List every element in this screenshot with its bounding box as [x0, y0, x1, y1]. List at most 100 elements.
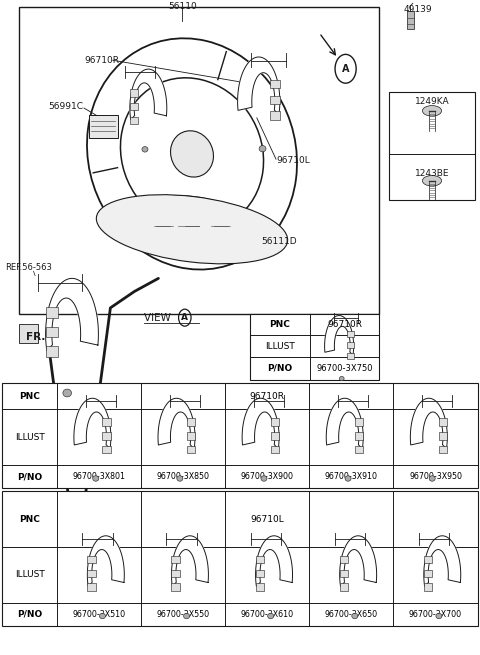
Text: 96700-3X950: 96700-3X950: [409, 472, 462, 481]
Bar: [255, 556, 264, 563]
Ellipse shape: [142, 147, 148, 152]
Polygon shape: [74, 398, 111, 449]
Bar: [355, 419, 363, 426]
Bar: [87, 584, 96, 591]
Bar: [255, 570, 264, 577]
Bar: [187, 446, 195, 453]
Polygon shape: [340, 536, 377, 586]
Text: 96700-3X550: 96700-3X550: [156, 610, 210, 618]
Text: 96700-3X900: 96700-3X900: [241, 472, 294, 481]
Polygon shape: [255, 536, 292, 586]
Text: 96700-3X910: 96700-3X910: [325, 472, 378, 481]
Polygon shape: [46, 278, 98, 350]
Ellipse shape: [352, 613, 358, 619]
Polygon shape: [326, 398, 363, 449]
Bar: [130, 89, 138, 97]
Bar: [347, 342, 354, 348]
Text: PNC: PNC: [269, 320, 290, 329]
Text: 96700-3X700: 96700-3X700: [409, 610, 462, 618]
Bar: [271, 446, 279, 453]
Bar: [355, 432, 363, 440]
Ellipse shape: [261, 476, 267, 481]
Ellipse shape: [268, 613, 274, 619]
Bar: [424, 570, 432, 577]
Bar: [347, 331, 354, 337]
Text: A: A: [342, 64, 349, 74]
Text: 96700-3X610: 96700-3X610: [241, 610, 294, 618]
Ellipse shape: [63, 389, 72, 397]
Bar: [340, 584, 348, 591]
Bar: [171, 584, 180, 591]
Bar: [89, 115, 118, 138]
Text: 56111D: 56111D: [262, 236, 297, 246]
Bar: [19, 7, 379, 314]
Bar: [424, 584, 432, 591]
Bar: [2, 491, 478, 626]
Ellipse shape: [183, 613, 190, 619]
Bar: [270, 96, 280, 104]
Bar: [439, 446, 447, 453]
Ellipse shape: [170, 131, 214, 177]
Text: PNC: PNC: [19, 392, 40, 401]
Text: 96710R: 96710R: [327, 320, 362, 329]
Bar: [347, 353, 354, 359]
Bar: [340, 570, 348, 577]
Ellipse shape: [429, 476, 435, 481]
Text: 96700-3X801: 96700-3X801: [72, 472, 126, 481]
Polygon shape: [130, 69, 167, 120]
Polygon shape: [242, 398, 279, 449]
Text: A: A: [181, 313, 188, 322]
Ellipse shape: [99, 613, 106, 619]
Bar: [271, 432, 279, 440]
Polygon shape: [410, 398, 447, 449]
Bar: [407, 11, 414, 29]
Bar: [2, 383, 478, 488]
Bar: [389, 92, 475, 200]
Text: 96710R: 96710R: [250, 392, 285, 401]
Bar: [102, 432, 111, 440]
Bar: [271, 419, 279, 426]
Text: 96710L: 96710L: [276, 156, 310, 165]
Text: P/NO: P/NO: [267, 364, 292, 373]
Ellipse shape: [96, 195, 288, 264]
Text: P/NO: P/NO: [17, 472, 42, 481]
Bar: [130, 117, 138, 124]
Text: 96710R: 96710R: [84, 56, 119, 65]
Text: 96700-3X850: 96700-3X850: [156, 472, 210, 481]
Bar: [130, 103, 138, 110]
Bar: [439, 419, 447, 426]
Ellipse shape: [93, 476, 99, 481]
Text: ILLUST: ILLUST: [15, 433, 45, 441]
Ellipse shape: [177, 476, 183, 481]
Bar: [46, 327, 58, 337]
Ellipse shape: [436, 613, 442, 619]
Text: PNC: PNC: [19, 515, 40, 523]
Bar: [187, 432, 195, 440]
Bar: [270, 111, 280, 120]
Ellipse shape: [259, 145, 266, 152]
Polygon shape: [171, 536, 208, 586]
Bar: [19, 324, 38, 343]
Ellipse shape: [345, 476, 351, 481]
Text: ILLUST: ILLUST: [265, 342, 294, 350]
Bar: [340, 556, 348, 563]
Polygon shape: [158, 398, 195, 449]
Bar: [355, 446, 363, 453]
Bar: [424, 556, 432, 563]
Text: 1249KA: 1249KA: [415, 97, 449, 106]
Polygon shape: [87, 536, 124, 586]
Text: 96700-3X650: 96700-3X650: [325, 610, 378, 618]
Bar: [270, 80, 280, 88]
Text: 49139: 49139: [403, 5, 432, 14]
Bar: [46, 307, 58, 318]
Text: 56110: 56110: [168, 3, 197, 11]
Bar: [187, 419, 195, 426]
Text: 96710L: 96710L: [251, 515, 284, 523]
Bar: [46, 346, 58, 357]
Text: 96700-3X750: 96700-3X750: [316, 364, 372, 373]
Bar: [439, 432, 447, 440]
Polygon shape: [424, 536, 461, 586]
Bar: [102, 419, 111, 426]
Polygon shape: [324, 316, 354, 355]
Polygon shape: [238, 57, 280, 115]
